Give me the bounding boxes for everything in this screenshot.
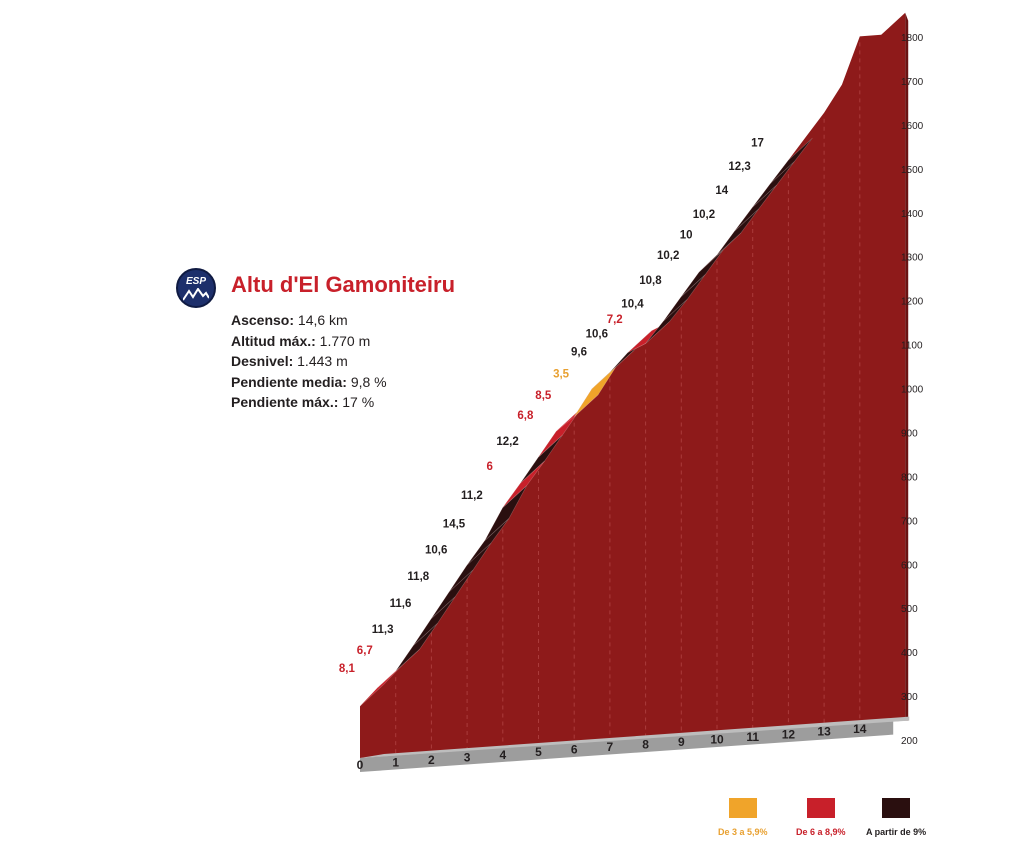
- altitude-tick-label: 600: [901, 560, 918, 571]
- gradient-label: 6: [486, 461, 492, 473]
- gradient-label: 8,1: [339, 663, 356, 675]
- gradient-label: 3,5: [553, 369, 570, 381]
- km-tick-label: 14: [853, 722, 867, 736]
- km-tick-label: 8: [642, 738, 649, 752]
- mountain-icon: [183, 288, 209, 301]
- stat-max-gradient: Pendiente máx.: 17 %: [231, 394, 375, 410]
- altitude-tick-label: 1000: [901, 385, 924, 396]
- gradient-label: 12,2: [496, 436, 518, 448]
- stat-average-gradient: Pendiente media: 9,8 %: [231, 373, 387, 390]
- stat-max-altitude: Altitud máx.: 1.770 m: [231, 332, 371, 349]
- gradient-ridge: [359, 137, 813, 707]
- gradient-label: 10,4: [621, 298, 644, 310]
- altitude-tick-label: 400: [901, 648, 918, 659]
- km-base-strip: 0 1 2 3 4 5 6 7 8 9 10 11 12 13 14: [357, 716, 910, 772]
- base-top: [360, 716, 910, 758]
- gradient-label: 10,6: [425, 544, 447, 556]
- gradient-label: 8,5: [535, 390, 552, 402]
- climb-stats: Ascenso: 14,6 km Altitud máx.: 1.770 m D…: [231, 310, 387, 413]
- stat-ascent: Ascenso: 14,6 km: [231, 312, 348, 328]
- altitude-axis: 200 300 400 500 600 700 800 900 1000 1100 1200 1300…: [901, 33, 924, 747]
- altitude-tick-label: 1500: [901, 165, 924, 176]
- altitude-tick-label: 800: [901, 472, 918, 483]
- gradient-label: 10,6: [586, 329, 608, 341]
- gradient-label: 14: [715, 185, 728, 197]
- altitude-tick-label: 1200: [901, 297, 924, 308]
- legend-cat3: A partir de 9%: [866, 798, 926, 837]
- km-tick-label: 4: [499, 748, 506, 762]
- altitude-tick-label: 1400: [901, 209, 924, 220]
- badge-label: ESP: [185, 276, 206, 287]
- altitude-tick-label: 900: [901, 428, 918, 439]
- gradient-label: 6,7: [357, 645, 373, 657]
- gradient-label: 7,2: [607, 314, 623, 326]
- stat-elevation-gain: Desnivel: 1.443 m: [231, 353, 348, 369]
- km-tick-label: 9: [678, 735, 685, 749]
- gradient-labels: 8,16,7 11,3 11,6 11,8 10,6 14,5 11,2 6 12,2 6,88,…: [339, 138, 764, 675]
- altitude-tick-label: 1600: [901, 121, 924, 132]
- legend-label: De 3 a 5,9%: [718, 827, 768, 837]
- gradient-label: 11,8: [407, 571, 429, 583]
- gradient-label: 10,2: [657, 250, 679, 262]
- gradient-label: 10,2: [693, 209, 715, 221]
- climb-title: Altu d'El Gamoniteiru: [231, 272, 456, 297]
- legend-label: A partir de 9%: [866, 827, 927, 837]
- legend-label: De 6 a 8,9%: [796, 827, 846, 837]
- gradient-label: 12,3: [728, 161, 750, 173]
- altitude-tick-label: 1300: [901, 253, 924, 264]
- legend-swatch: [806, 798, 835, 818]
- gradient-label: 11,2: [461, 490, 483, 502]
- gradient-label: 6,8: [517, 410, 534, 422]
- km-tick-label: 6: [571, 743, 578, 757]
- km-tick-label: 0: [357, 758, 364, 772]
- gradient-label: 11,6: [390, 598, 412, 610]
- km-tick-label: 5: [535, 745, 542, 759]
- terrain-body: [360, 12, 906, 759]
- base-front: [360, 720, 894, 772]
- legend-swatch: [882, 798, 911, 818]
- legend-swatch: [728, 798, 757, 818]
- km-tick-label: 7: [607, 740, 614, 754]
- gradient-segment: [770, 137, 813, 184]
- km-tick-label: 3: [464, 750, 471, 764]
- altitude-tick-label: 700: [901, 516, 918, 527]
- gradient-label: 10,8: [639, 275, 662, 287]
- gradient-label: 9,6: [571, 347, 587, 359]
- km-tick-label: 1: [392, 755, 399, 769]
- altitude-tick-label: 500: [901, 604, 918, 615]
- legend-cat2: De 6 a 8,9%: [796, 798, 846, 837]
- esp-badge: ESP: [176, 268, 216, 308]
- gradient-label: 14,5: [443, 519, 466, 531]
- altitude-tick-label: 200: [901, 736, 918, 747]
- altitude-tick-label: 1700: [901, 77, 924, 88]
- terrain-area: [360, 12, 909, 759]
- km-tick-label: 12: [782, 727, 796, 741]
- legend-cat1: De 3 a 5,9%: [718, 798, 768, 837]
- km-tick-label: 11: [746, 730, 759, 744]
- gradient-label: 17: [751, 138, 764, 150]
- km-tick-label: 2: [428, 753, 435, 767]
- km-tick-label: 13: [817, 725, 831, 739]
- altitude-tick-label: 1800: [901, 33, 924, 44]
- altitude-tick-label: 1100: [901, 341, 923, 352]
- gradient-label: 10: [680, 229, 693, 241]
- km-tick-label: 10: [710, 732, 724, 746]
- altitude-tick-label: 300: [901, 692, 918, 703]
- terrain-side: [905, 12, 909, 721]
- gradient-label: 11,3: [372, 624, 394, 636]
